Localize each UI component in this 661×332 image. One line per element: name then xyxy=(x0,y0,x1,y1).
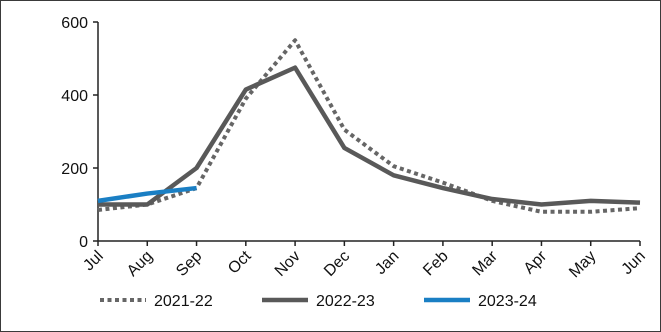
x-tick-label: Jan xyxy=(372,248,402,278)
x-tick-label: Oct xyxy=(225,247,255,277)
x-tick-label: Dec xyxy=(321,248,353,280)
series-line-2022-23 xyxy=(98,65,641,207)
x-tick-label: Jun xyxy=(619,248,649,278)
x-tick-label: Feb xyxy=(420,248,452,280)
legend-label-2023-24: 2023-24 xyxy=(478,293,537,310)
legend: 2021-22 2022-23 2023-24 xyxy=(100,293,537,310)
x-tick-label: Aug xyxy=(124,248,156,280)
y-tick-label: 600 xyxy=(61,15,88,32)
x-tick-label: Mar xyxy=(469,247,501,279)
y-tick-label: 200 xyxy=(61,161,88,178)
x-tick-label: Apr xyxy=(521,247,551,277)
x-tick-label: Nov xyxy=(272,248,304,280)
y-tick-label: 400 xyxy=(61,88,88,105)
x-tick-label: Sep xyxy=(173,248,205,280)
legend-label-2022-23: 2022-23 xyxy=(316,293,375,310)
x-tick-label: Jul xyxy=(80,248,106,274)
series-line-2021-22 xyxy=(97,38,641,214)
series-layer xyxy=(97,38,641,214)
y-tick-label: 0 xyxy=(79,234,88,251)
legend-label-2021-22: 2021-22 xyxy=(154,293,213,310)
axes: 0 200 400 600 Jul Aug Sep Oct Nov Dec Jan Feb Mar Apr… xyxy=(61,15,649,281)
x-tick-label: May xyxy=(566,248,599,281)
